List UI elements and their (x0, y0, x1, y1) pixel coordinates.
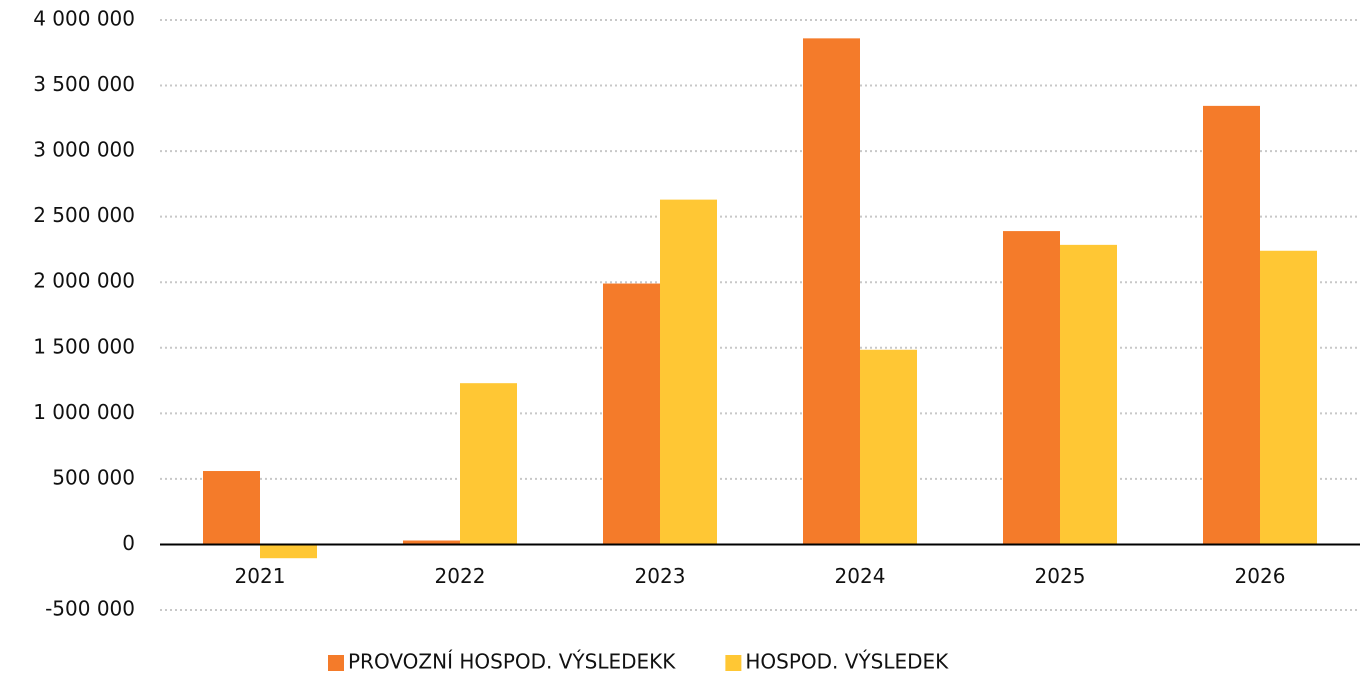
bar (1260, 250, 1317, 545)
x-tick-label: 2024 (835, 564, 886, 588)
bar (1003, 231, 1060, 545)
y-tick-label: 0 (122, 531, 135, 555)
legend-label: PROVOZNÍ HOSPOD. VÝSLEDEKK (348, 650, 676, 673)
y-tick-label: 2 500 000 (33, 203, 135, 227)
x-tick-label: 2026 (1235, 564, 1286, 588)
y-tick-label: 3 500 000 (33, 72, 135, 96)
x-tick-label: 2023 (635, 564, 686, 588)
x-tick-label: 2021 (235, 564, 286, 588)
legend-swatch (725, 655, 742, 671)
y-tick-label: 1 000 000 (33, 400, 135, 424)
y-tick-label: 1 500 000 (33, 334, 135, 358)
bar (660, 199, 717, 545)
bar (803, 38, 860, 545)
bar (260, 544, 317, 559)
bar (403, 540, 460, 545)
x-tick-label: 2025 (1035, 564, 1086, 588)
legend-swatch (328, 655, 344, 671)
y-tick-label: -500 000 (45, 597, 135, 621)
x-tick-label: 2022 (435, 564, 486, 588)
y-tick-label: 500 000 (52, 465, 135, 489)
bar (603, 283, 660, 545)
y-tick-label: 2 000 000 (33, 269, 135, 293)
bar (1060, 244, 1117, 545)
y-tick-label: 4 000 000 (33, 7, 135, 31)
bar (203, 471, 260, 545)
bar (860, 349, 917, 545)
bar (460, 383, 517, 545)
legend-label: HOSPOD. VÝSLEDEK (745, 650, 949, 673)
y-tick-label: 3 000 000 (33, 138, 135, 162)
bar (1203, 105, 1260, 545)
